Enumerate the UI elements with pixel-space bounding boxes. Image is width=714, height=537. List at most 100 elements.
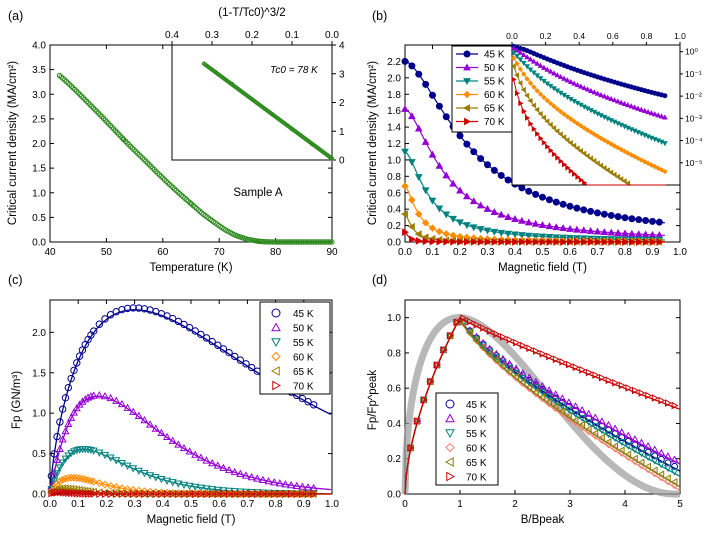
data-point (657, 470, 665, 479)
data-point (512, 238, 520, 246)
data-point (185, 482, 194, 491)
inset-point (658, 113, 665, 119)
data-point (81, 475, 90, 484)
inset-point (638, 157, 645, 163)
data-point (75, 474, 84, 483)
data-point (64, 452, 73, 460)
panel-d: 0 1 2 3 4 5 0.0 0.2 0.4 0.6 0.8 1.0 B/Bpeak (d) Fp/Fp^… (367, 273, 683, 526)
data-point (271, 489, 279, 499)
y-axis-label: Critical current density (MA/cm²) (367, 61, 379, 225)
data-point (545, 196, 553, 204)
data-point (539, 349, 547, 358)
data-point (584, 409, 593, 417)
data-point (174, 440, 183, 448)
inset-series (201, 61, 335, 161)
inset-point (520, 60, 527, 66)
data-point (270, 239, 276, 245)
legend-marker (271, 338, 281, 348)
data-point (276, 239, 283, 245)
legend-marker (463, 90, 471, 99)
data-point (308, 239, 315, 245)
legend-label: 70 K (466, 473, 487, 484)
data-point (571, 402, 580, 410)
data-point (435, 161, 444, 169)
data-point (477, 155, 485, 163)
data-point (188, 200, 194, 207)
data-point (414, 417, 422, 425)
inset-point (520, 51, 527, 58)
data-point (53, 455, 62, 463)
data-point (518, 216, 526, 224)
inset-point (537, 110, 543, 117)
inset-point (571, 142, 577, 149)
data-point (287, 480, 296, 489)
data-point (276, 489, 285, 499)
inset-point (557, 131, 563, 138)
data-point (414, 230, 422, 238)
data-point (504, 230, 512, 238)
data-point (130, 489, 138, 499)
y-tick-label: 2.0 (32, 328, 46, 339)
inset-point (655, 165, 661, 171)
data-point (642, 217, 650, 225)
inset-point (581, 84, 588, 91)
data-point (565, 398, 573, 406)
data-point (538, 221, 547, 228)
data-point (670, 455, 679, 463)
data-point (598, 427, 606, 435)
data-point (225, 348, 233, 357)
legend-box (259, 301, 331, 395)
data-point (168, 479, 177, 487)
data-point (594, 238, 602, 246)
sample-annotation: Sample A (233, 187, 283, 199)
panel-label: (d) (372, 273, 387, 287)
data-point (196, 453, 205, 461)
data-point (174, 317, 183, 326)
data-point (268, 239, 274, 245)
data-point (61, 426, 70, 435)
data-point (586, 226, 595, 234)
data-point (307, 239, 313, 245)
inset-data-point (249, 96, 255, 102)
data-point (434, 361, 441, 369)
inset-point (655, 112, 662, 118)
inset-point (608, 95, 614, 102)
data-point (579, 366, 587, 374)
data-point (106, 481, 115, 490)
data-point (118, 489, 127, 499)
data-point (241, 471, 251, 479)
inset-point (641, 107, 648, 113)
inset-point (561, 134, 567, 141)
data-point (288, 239, 295, 245)
inset-point (615, 145, 621, 151)
inset-point (551, 103, 557, 109)
inset-point (541, 78, 547, 85)
data-point (463, 222, 471, 230)
data-point (469, 197, 478, 205)
data-point (558, 402, 567, 410)
data-point (298, 239, 305, 245)
data-point (50, 477, 59, 485)
inset-point (551, 151, 558, 158)
data-point (208, 337, 216, 346)
legend-marker (462, 104, 470, 112)
data-point (450, 237, 458, 246)
inset-point (645, 108, 651, 115)
data-point (135, 489, 144, 499)
data-point (75, 352, 84, 360)
data-point (302, 239, 308, 245)
data-point (485, 349, 493, 358)
y-tick-label: 1.6 (387, 106, 401, 117)
data-point (573, 238, 581, 246)
data-point (558, 407, 566, 416)
plot-frame (404, 299, 681, 495)
data-point (538, 393, 546, 401)
y-tick-label: 1.0 (32, 188, 46, 199)
inset-point (662, 141, 668, 147)
inset-point (527, 80, 534, 86)
data-point (146, 472, 155, 480)
data-point (497, 229, 506, 237)
inset-point (621, 100, 628, 106)
inset-point (510, 45, 517, 51)
series-45k (401, 57, 665, 226)
